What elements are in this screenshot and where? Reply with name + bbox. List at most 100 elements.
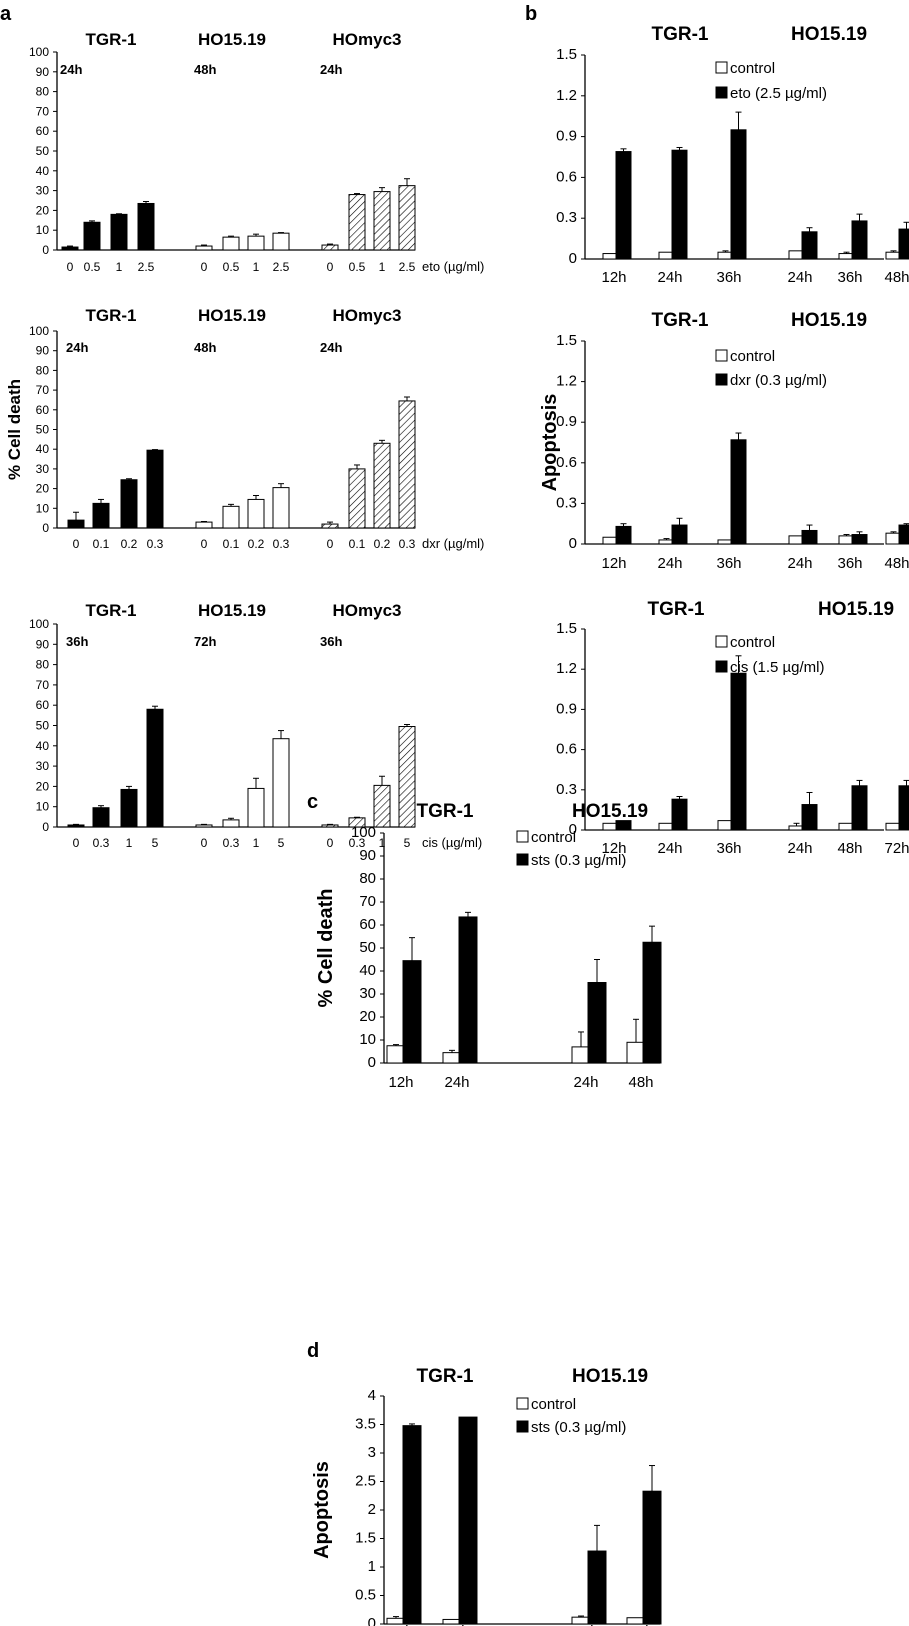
group-header: HO15.19 xyxy=(572,1366,648,1387)
bar-treatment xyxy=(402,1425,422,1625)
legend-swatch xyxy=(715,373,728,386)
group-header: TGR-1 xyxy=(652,310,709,331)
x-tick-label: 0.1 xyxy=(93,537,110,551)
bar xyxy=(137,202,155,251)
y-tick-label: 0 xyxy=(42,521,49,535)
y-axis-label: % Cell death xyxy=(5,379,24,480)
x-tick-label: 0.5 xyxy=(223,260,240,274)
x-tick-label: 24h xyxy=(573,1623,598,1626)
bar-treatment xyxy=(898,228,909,260)
time-label: 36h xyxy=(66,634,88,649)
y-tick-label: 100 xyxy=(29,45,49,59)
group-header: TGR-1 xyxy=(86,30,137,49)
time-label: 48h xyxy=(194,62,216,77)
bar xyxy=(398,400,416,529)
bar-treatment xyxy=(615,525,632,545)
y-tick-label: 1.5 xyxy=(556,46,577,63)
y-tick-label: 90 xyxy=(36,65,50,79)
bar xyxy=(373,442,391,529)
time-label: 24h xyxy=(60,62,82,77)
bar xyxy=(195,245,213,251)
x-axis-label: dxr (µg/ml) xyxy=(422,536,484,551)
time-label: 36h xyxy=(320,634,342,649)
y-tick-label: 0.9 xyxy=(556,413,577,430)
bar xyxy=(120,788,138,828)
x-tick-label: 1 xyxy=(126,836,133,850)
bar xyxy=(321,523,339,529)
x-tick-label: 1 xyxy=(253,260,260,274)
x-tick-label: 1 xyxy=(379,260,386,274)
bar xyxy=(222,819,240,828)
bar xyxy=(321,244,339,251)
legend-label: control xyxy=(730,60,775,77)
y-tick-label: 3.5 xyxy=(355,1416,376,1433)
y-tick-label: 80 xyxy=(359,870,376,887)
x-tick-label: 0 xyxy=(327,260,334,274)
bar xyxy=(373,784,391,828)
legend-swatch xyxy=(715,349,728,362)
y-tick-label: 0.5 xyxy=(355,1587,376,1604)
panel-letter-c: c xyxy=(307,791,318,813)
time-label: 24h xyxy=(320,340,342,355)
x-tick-label: 0.2 xyxy=(121,537,138,551)
group-header: HO15.19 xyxy=(818,599,894,620)
bar xyxy=(247,498,265,529)
legend-swatch xyxy=(516,1397,529,1410)
group-header: HO15.19 xyxy=(198,306,266,325)
x-tick-label: 0.3 xyxy=(93,836,110,850)
x-tick-label: 0.2 xyxy=(248,537,265,551)
bar xyxy=(247,235,265,251)
x-tick-label: 0.3 xyxy=(399,537,416,551)
group-header: HO15.19 xyxy=(198,601,266,620)
bar xyxy=(195,824,213,828)
y-tick-label: 40 xyxy=(36,442,50,456)
x-tick-label: 36h xyxy=(837,555,862,572)
x-tick-label: 0.3 xyxy=(273,537,290,551)
y-tick-label: 1.2 xyxy=(556,87,577,104)
y-tick-label: 1.5 xyxy=(355,1530,376,1547)
x-tick-label: 48h xyxy=(837,840,862,857)
legend-label: cis (1.5 µg/ml) xyxy=(730,659,825,676)
y-tick-label: 20 xyxy=(36,203,50,217)
bar xyxy=(92,807,110,828)
y-tick-label: 0.6 xyxy=(556,741,577,758)
x-tick-label: 12h xyxy=(601,269,626,286)
legend-label: eto (2.5 µg/ml) xyxy=(730,85,827,102)
x-tick-label: 72h xyxy=(884,840,909,857)
group-header: TGR-1 xyxy=(652,24,709,45)
y-tick-label: 0 xyxy=(42,820,49,834)
y-tick-label: 50 xyxy=(36,719,50,733)
y-axis-label: Apoptosis xyxy=(539,394,561,492)
x-tick-label: 0.3 xyxy=(349,836,366,850)
bar-treatment xyxy=(587,1550,607,1625)
x-tick-label: 36h xyxy=(716,840,741,857)
legend-label: control xyxy=(531,829,576,846)
bar xyxy=(222,505,240,529)
chart-a2: 0 10 20 30 40 50 60 70 80 90 100 TGR-1 24h 0 0.1 0.2 0.3… xyxy=(5,306,484,551)
bar xyxy=(348,468,366,529)
y-tick-label: 0.9 xyxy=(556,128,577,145)
bar xyxy=(120,479,138,529)
y-axis-label: % Cell death xyxy=(315,889,337,1008)
x-tick-label: 5 xyxy=(404,836,411,850)
y-tick-label: 10 xyxy=(36,501,50,515)
time-label: 48h xyxy=(194,340,216,355)
y-tick-label: 90 xyxy=(36,344,50,358)
group-header: HOmyc3 xyxy=(333,601,402,620)
bar xyxy=(348,194,366,251)
y-tick-label: 40 xyxy=(359,962,376,979)
y-tick-label: 30 xyxy=(359,985,376,1002)
x-tick-label: 0 xyxy=(201,260,208,274)
x-tick-label: 24h xyxy=(787,840,812,857)
group-header: TGR-1 xyxy=(86,601,137,620)
legend-swatch xyxy=(715,635,728,648)
bar xyxy=(272,738,290,828)
x-tick-label: 24h xyxy=(657,555,682,572)
y-tick-label: 30 xyxy=(36,184,50,198)
bar-treatment xyxy=(642,1490,662,1625)
bar-control xyxy=(386,1045,406,1064)
x-tick-label: 36h xyxy=(716,555,741,572)
group-header: HOmyc3 xyxy=(333,30,402,49)
group-header: TGR-1 xyxy=(417,801,474,822)
